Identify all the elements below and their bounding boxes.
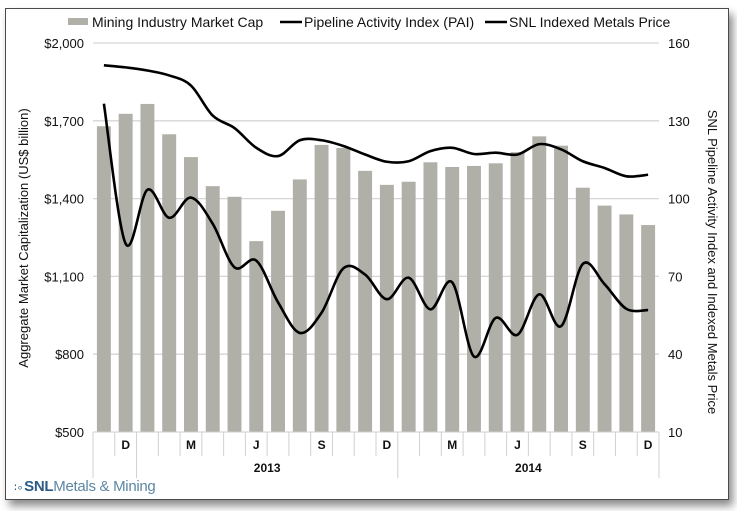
bar bbox=[205, 186, 220, 432]
y-right-tick-label: 70 bbox=[668, 269, 682, 284]
bar bbox=[314, 144, 329, 432]
bar bbox=[227, 196, 242, 432]
month-label: D bbox=[121, 438, 130, 452]
bar bbox=[641, 225, 656, 432]
legend-label: Mining Industry Market Cap bbox=[92, 14, 263, 30]
y-left-tick-label: $1,400 bbox=[44, 192, 84, 207]
bar bbox=[554, 145, 569, 433]
y-left-tick-label: $1,700 bbox=[44, 114, 84, 129]
month-label: M bbox=[186, 438, 196, 452]
bar bbox=[292, 179, 307, 432]
y-left-tick-label: $800 bbox=[55, 347, 84, 362]
bar bbox=[336, 148, 351, 432]
legend-label: SNL Indexed Metals Price bbox=[509, 14, 671, 30]
line-series bbox=[102, 64, 649, 359]
bar bbox=[445, 166, 460, 432]
x-axis: D M J S D M J S D 2013 2014 bbox=[92, 431, 660, 478]
y-axis-left: $500 $800 $1,100 $1,400 $1,700 $2,000 bbox=[44, 36, 84, 440]
y-right-tick-label: 40 bbox=[668, 347, 682, 362]
bar bbox=[510, 152, 525, 433]
bar bbox=[619, 214, 634, 432]
logo-product: Metals & Mining bbox=[53, 478, 156, 495]
bar bbox=[96, 126, 111, 432]
y-axis-right-title: SNL Pipeline Activity Index and Indexed … bbox=[705, 110, 720, 414]
y-right-tick-label: 100 bbox=[668, 192, 690, 207]
month-label: M bbox=[447, 438, 457, 452]
bar bbox=[466, 165, 481, 432]
bar bbox=[532, 136, 547, 433]
month-label: S bbox=[579, 438, 587, 452]
bar bbox=[423, 162, 438, 432]
y-axis-left-title: Aggregate Market Capitalization (US$ bil… bbox=[16, 108, 31, 367]
logo-dots-icon: ∶∘ bbox=[14, 482, 24, 494]
bar bbox=[575, 187, 590, 432]
bar bbox=[183, 157, 198, 432]
legend-label: Pipeline Activity Index (PAI) bbox=[304, 14, 474, 30]
month-label: D bbox=[644, 438, 653, 452]
bar bbox=[358, 170, 373, 433]
metals-price-line bbox=[103, 64, 649, 178]
snl-logo: ∶∘SNLMetals & Mining bbox=[14, 478, 156, 495]
bar bbox=[118, 113, 133, 432]
bar-series bbox=[96, 103, 656, 433]
logo-brand: SNL bbox=[24, 478, 54, 495]
y-axis-right: 10 40 70 100 130 160 bbox=[668, 36, 690, 440]
y-left-tick-label: $2,000 bbox=[44, 36, 84, 51]
legend: Mining Industry Market Cap Pipeline Activ… bbox=[68, 14, 671, 30]
bar bbox=[249, 241, 264, 432]
y-left-tick-label: $1,100 bbox=[44, 269, 84, 284]
month-label: J bbox=[253, 438, 260, 452]
y-left-tick-label: $500 bbox=[55, 425, 84, 440]
pai-line bbox=[102, 103, 649, 359]
bar bbox=[271, 210, 286, 432]
y-right-tick-label: 160 bbox=[668, 36, 690, 51]
bar bbox=[140, 103, 155, 433]
month-label: S bbox=[318, 438, 326, 452]
year-label: 2013 bbox=[254, 461, 281, 475]
bar bbox=[162, 134, 177, 432]
bar bbox=[401, 181, 416, 432]
legend-swatch-bar bbox=[68, 18, 88, 25]
month-label: J bbox=[514, 438, 521, 452]
gridlines bbox=[93, 42, 659, 355]
y-right-tick-label: 130 bbox=[668, 114, 690, 129]
bar bbox=[488, 163, 503, 432]
y-right-tick-label: 10 bbox=[668, 425, 682, 440]
bar bbox=[379, 184, 394, 432]
bar bbox=[597, 205, 612, 432]
year-label: 2014 bbox=[515, 461, 542, 475]
month-label: D bbox=[383, 438, 392, 452]
